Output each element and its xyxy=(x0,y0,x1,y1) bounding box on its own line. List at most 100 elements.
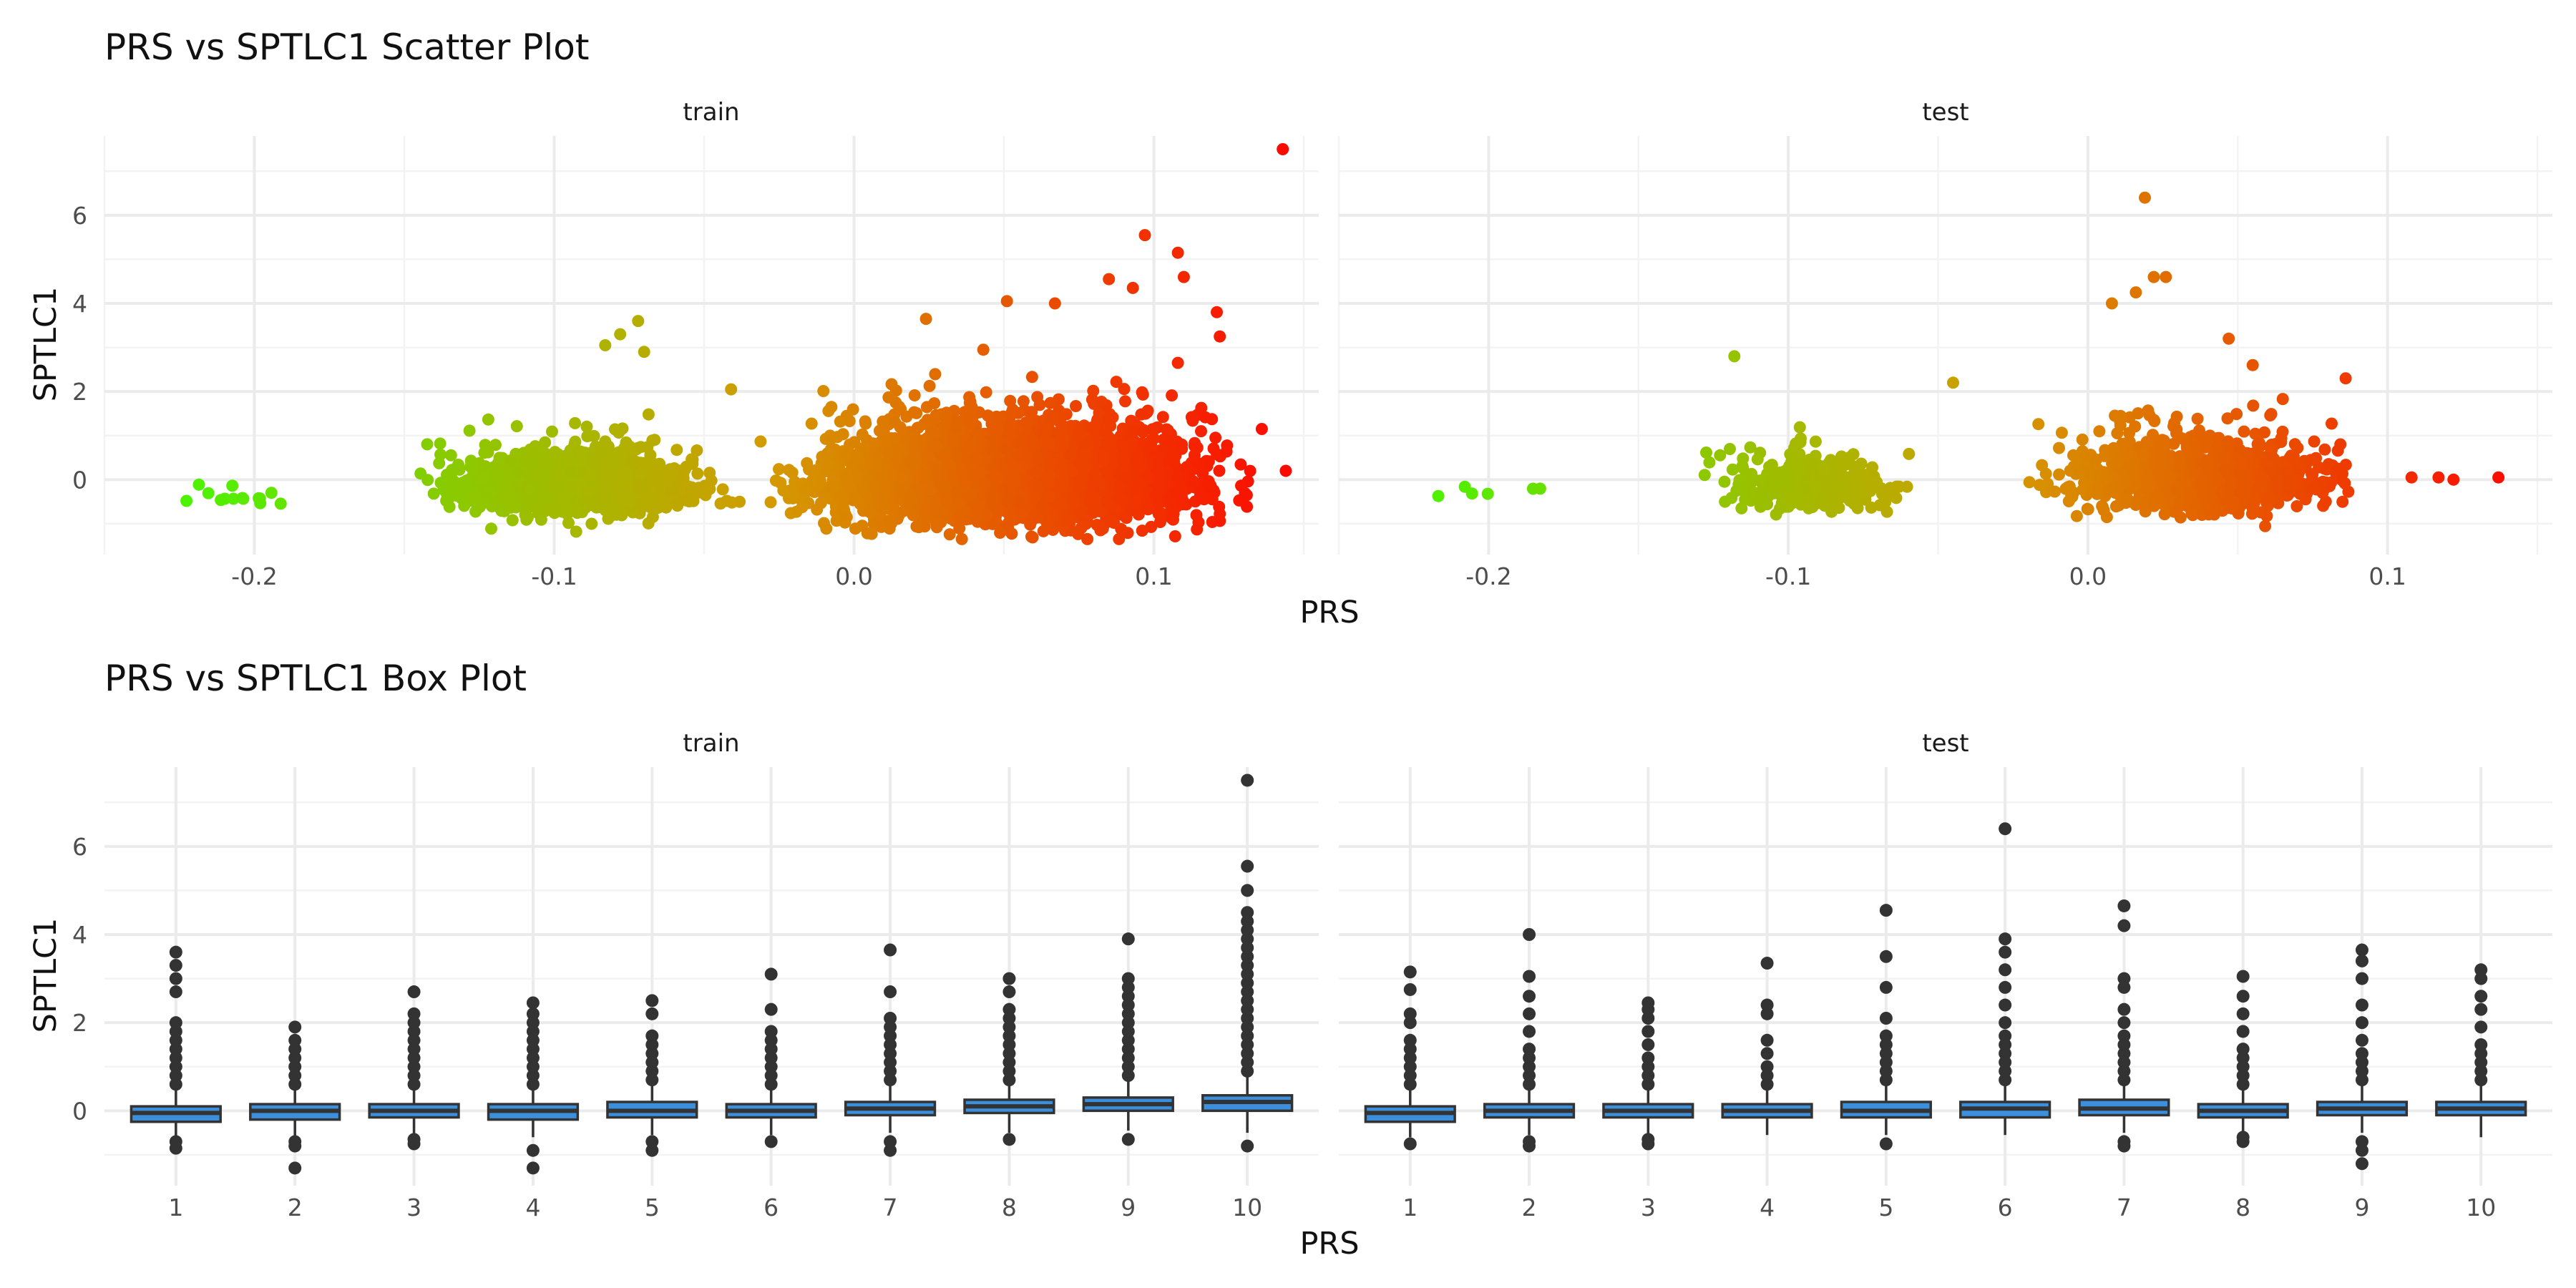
x-tick-label: -0.2 xyxy=(231,562,277,590)
scatter-point xyxy=(619,488,632,501)
scatter-point xyxy=(1091,414,1104,426)
scatter-point xyxy=(1119,395,1131,408)
scatter-point xyxy=(895,472,908,484)
scatter-point xyxy=(1116,493,1128,506)
scatter-point xyxy=(1066,492,1079,504)
scatter-point xyxy=(552,494,565,507)
scatter-point xyxy=(801,457,814,469)
scatter-point xyxy=(570,504,583,517)
scatter-point xyxy=(1116,422,1129,435)
scatter-point xyxy=(1075,522,1088,535)
scatter-point xyxy=(600,477,613,490)
scatter-point xyxy=(805,417,818,430)
scatter-point xyxy=(665,484,677,497)
scatter-point xyxy=(693,486,706,499)
scatter-point xyxy=(940,494,952,507)
scatter-point xyxy=(590,501,603,514)
scatter-point xyxy=(764,496,777,509)
y-tick-label: 6 xyxy=(72,202,87,230)
scatter-point xyxy=(1037,426,1050,439)
scatter-point xyxy=(1196,492,1209,505)
scatter-point xyxy=(506,514,519,527)
scatter-point xyxy=(519,508,532,521)
scatter-point xyxy=(485,522,497,535)
scatter-point xyxy=(478,447,491,459)
scatter-point xyxy=(929,368,942,381)
scatter-point xyxy=(1136,525,1148,537)
scatter-point xyxy=(500,467,513,479)
scatter-point xyxy=(930,426,942,439)
scatter-point xyxy=(1145,439,1158,452)
scatter-point xyxy=(600,441,613,453)
scatter-point xyxy=(754,435,767,448)
scatter-point xyxy=(678,463,691,476)
scatter-point xyxy=(1186,474,1199,487)
scatter-point xyxy=(642,408,655,421)
scatter-point xyxy=(908,406,921,419)
scatter-point xyxy=(840,475,853,488)
scatter-point xyxy=(613,426,625,439)
scatter-point xyxy=(569,416,582,429)
scatter-point xyxy=(1181,461,1194,474)
scatter-point xyxy=(1234,458,1247,471)
scatter-point xyxy=(635,467,648,480)
scatter-point xyxy=(227,492,240,505)
scatter-point xyxy=(635,441,647,454)
scatter-point xyxy=(570,525,582,538)
scatter-point xyxy=(894,403,907,416)
scatter-point xyxy=(923,379,936,392)
scatter-point xyxy=(910,520,923,533)
scatter-point xyxy=(1025,371,1038,384)
scatter-point xyxy=(192,478,205,491)
scatter-point xyxy=(641,492,654,504)
scatter-point xyxy=(215,494,228,507)
scatter-point xyxy=(930,517,943,530)
scatter-section: PRS vs SPTLC1 Scatter Plot train test -0… xyxy=(28,26,2552,630)
x-tick-label: 0.0 xyxy=(835,562,872,590)
scatter-point xyxy=(1176,442,1189,455)
scatter-point xyxy=(1203,477,1216,489)
scatter-point xyxy=(1055,462,1068,475)
scatter-point xyxy=(585,517,598,530)
scatter-point xyxy=(952,511,965,524)
y-tick-label: 0 xyxy=(72,466,87,494)
scatter-point xyxy=(796,501,809,514)
scatter-point xyxy=(600,497,613,510)
scatter-point xyxy=(889,416,902,429)
scatter-point xyxy=(991,424,1004,436)
scatter-point xyxy=(691,444,703,457)
scatter-point xyxy=(421,474,434,487)
scatter-point xyxy=(646,459,658,472)
scatter-point xyxy=(1004,421,1017,434)
scatter-point xyxy=(670,444,683,457)
scatter-point xyxy=(1133,462,1146,474)
scatter-point xyxy=(602,452,615,465)
scatter-point xyxy=(716,483,729,496)
scatter-point xyxy=(825,432,838,445)
scatter-point xyxy=(877,415,889,428)
scatter-point xyxy=(499,488,512,501)
scatter-point xyxy=(1033,399,1046,411)
scatter-point xyxy=(1044,396,1057,409)
scatter-point xyxy=(446,464,459,477)
scatter-point xyxy=(529,440,542,453)
scatter-point xyxy=(924,483,937,496)
scatter-point xyxy=(1017,395,1030,408)
scatter-point xyxy=(897,426,910,439)
scatter-point xyxy=(877,502,890,514)
scatter-point xyxy=(1020,449,1033,462)
scatter-point xyxy=(1108,517,1121,529)
scatter-point xyxy=(726,496,738,509)
scatter-point xyxy=(973,467,986,479)
scatter-point xyxy=(773,463,785,476)
scatter-point xyxy=(1154,516,1166,528)
scatter-point xyxy=(984,411,997,424)
scatter-point xyxy=(464,454,477,467)
scatter-strip-train: train xyxy=(683,98,739,127)
scatter-point xyxy=(591,459,604,472)
scatter-point xyxy=(581,430,594,443)
scatter-point xyxy=(943,528,956,541)
scatter-point xyxy=(1098,426,1111,438)
scatter-point xyxy=(940,413,953,426)
